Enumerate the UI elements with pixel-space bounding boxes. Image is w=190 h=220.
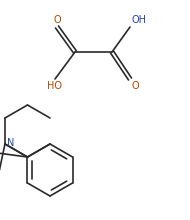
Text: OH: OH bbox=[131, 15, 146, 25]
Text: HO: HO bbox=[47, 81, 62, 91]
Text: O: O bbox=[53, 15, 61, 25]
Text: N: N bbox=[7, 138, 14, 148]
Text: O: O bbox=[131, 81, 139, 91]
